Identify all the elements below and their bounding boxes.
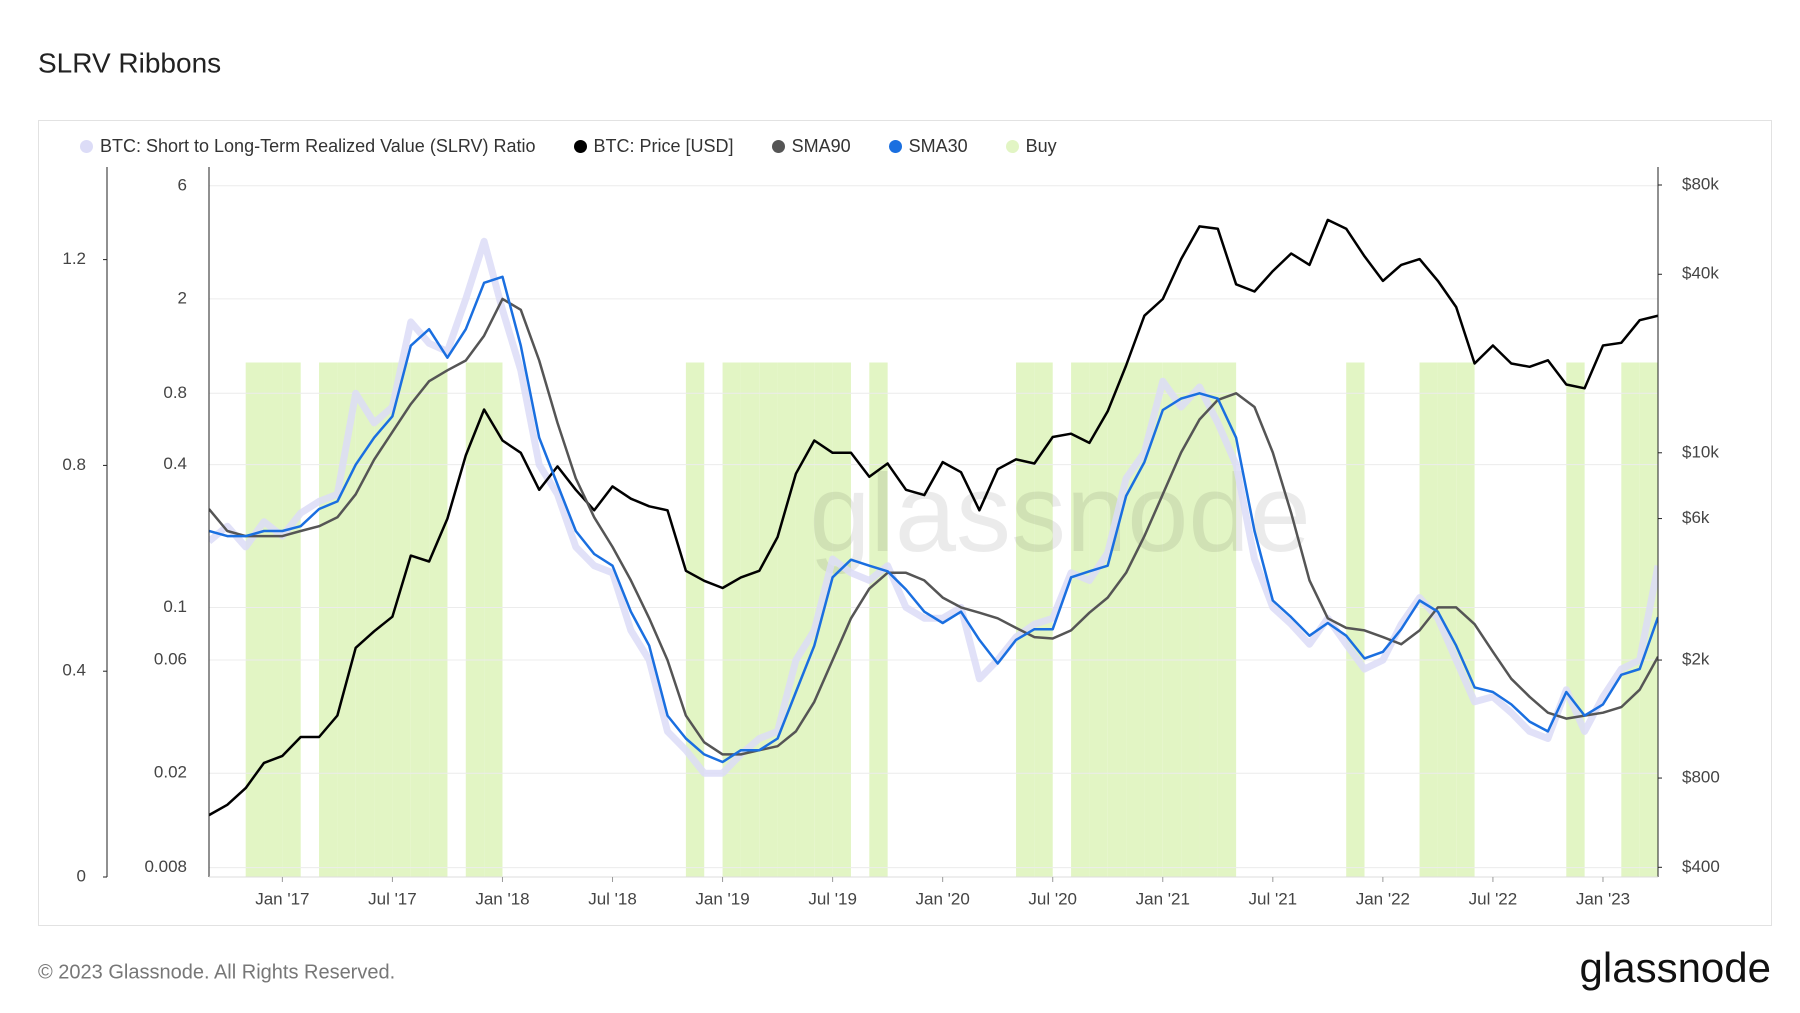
chart-title: SLRV Ribbons [38, 47, 221, 78]
buy-band [814, 362, 833, 877]
logo: glassnode [1580, 944, 1771, 991]
legend-label: BTC: Short to Long-Term Realized Value (… [100, 136, 536, 156]
buy-band [1107, 362, 1127, 877]
legend-label: BTC: Price [USD] [593, 136, 734, 156]
x-tick-label: Jul '20 [1028, 889, 1077, 908]
buy-band [1089, 362, 1108, 877]
buy-band [392, 362, 411, 877]
buy-band [1126, 362, 1145, 877]
y2-tick-label: $80k [1682, 174, 1719, 193]
legend-swatch [80, 140, 93, 153]
legend-item[interactable]: SMA90 [771, 136, 851, 157]
buy-band [484, 362, 503, 877]
y2-tick-label: $40k [1682, 264, 1719, 283]
buy-band [722, 362, 741, 877]
buy-band [355, 362, 375, 877]
series-line [209, 275, 1658, 764]
y-tick-label: 0.06 [154, 650, 187, 669]
y2-tick-label: $10k [1682, 442, 1719, 461]
y-tick-label: 6 [178, 175, 187, 194]
buy-band [1162, 362, 1182, 877]
buy-band [282, 362, 301, 877]
legend-item[interactable]: Buy [1005, 136, 1057, 157]
buy-band [1217, 362, 1237, 877]
buy-band [245, 362, 265, 877]
legend: BTC: Short to Long-Term Realized Value (… [80, 136, 1057, 157]
buy-band [429, 362, 448, 877]
buy-band [1658, 363, 1676, 877]
footer: © 2023 Glassnode. All Rights Reserved. [38, 961, 395, 983]
x-tick-label: Jan '18 [475, 889, 529, 908]
y3-tick-label: 0 [77, 866, 86, 885]
x-tick-label: Jul '17 [368, 889, 417, 908]
buy-band [740, 362, 760, 877]
x-tick-label: Jul '19 [808, 889, 857, 908]
x-tick-label: Jul '21 [1249, 889, 1298, 908]
buy-band [1071, 362, 1090, 877]
axes: 0.008 0.02 0.06 0.1 0.4 0.8 2 6 0 0.4 0.8 1.2 $400 $8… [62, 167, 1720, 908]
y-tick-label: 0.1 [163, 597, 187, 616]
buy-band [1346, 362, 1365, 877]
y2-tick-label: $400 [1682, 857, 1720, 876]
y3-tick-label: 0.8 [62, 455, 86, 474]
buy-band [1437, 362, 1457, 877]
buy-band [1621, 362, 1640, 877]
x-tick-label: Jul '18 [588, 889, 637, 908]
legend-item[interactable]: BTC: Short to Long-Term Realized Value (… [80, 136, 536, 157]
y2-tick-label: $6k [1682, 508, 1710, 527]
buy-band [1016, 362, 1035, 877]
y3-tick-label: 1.2 [62, 249, 86, 268]
buy-band [264, 362, 283, 877]
buy-band [1456, 362, 1475, 877]
buy-band [374, 362, 393, 877]
legend-item[interactable]: SMA30 [888, 136, 968, 157]
legend-swatch [1005, 140, 1019, 153]
buy-band [759, 362, 778, 877]
buy-band [465, 362, 485, 877]
y-tick-label: 0.02 [154, 763, 187, 782]
buy-band [319, 362, 338, 877]
x-tick-label: Jan '21 [1136, 889, 1190, 908]
x-tick-label: Jan '22 [1356, 889, 1410, 908]
buy-band [685, 362, 705, 877]
series-line [209, 297, 1658, 756]
buy-band [1199, 362, 1218, 877]
buy-band [869, 362, 888, 877]
buy-band [795, 362, 815, 877]
buy-band [1566, 362, 1585, 877]
x-tick-label: Jul '22 [1469, 889, 1518, 908]
lines [209, 218, 1658, 817]
series-line [209, 218, 1658, 817]
legend-label: SMA30 [908, 136, 968, 156]
x-tick-label: Jan '17 [255, 889, 309, 908]
y-tick-label: 0.4 [163, 454, 187, 473]
legend-swatch [888, 140, 902, 153]
y2-tick-label: $2k [1682, 650, 1710, 669]
x-tick-label: Jan '20 [916, 889, 970, 908]
chart-frame [38, 120, 1772, 926]
x-tick-label: Jan '19 [695, 889, 749, 908]
y-tick-label: 0.008 [144, 857, 187, 876]
legend-label: SMA90 [791, 136, 851, 156]
legend-swatch [771, 140, 785, 153]
buy-band [410, 362, 430, 877]
buy-band [1181, 362, 1200, 877]
legend-swatch [573, 140, 587, 153]
y2-tick-label: $800 [1682, 768, 1720, 787]
legend-item[interactable]: BTC: Price [USD] [573, 136, 734, 157]
y-tick-label: 0.8 [163, 383, 187, 402]
buy-band [832, 362, 851, 877]
y-tick-label: 2 [178, 288, 187, 307]
y3-tick-label: 0.4 [62, 661, 86, 680]
buy-band [777, 362, 796, 877]
buy-band [1144, 362, 1163, 877]
legend-label: Buy [1025, 136, 1057, 156]
x-tick-label: Jan '23 [1576, 889, 1630, 908]
